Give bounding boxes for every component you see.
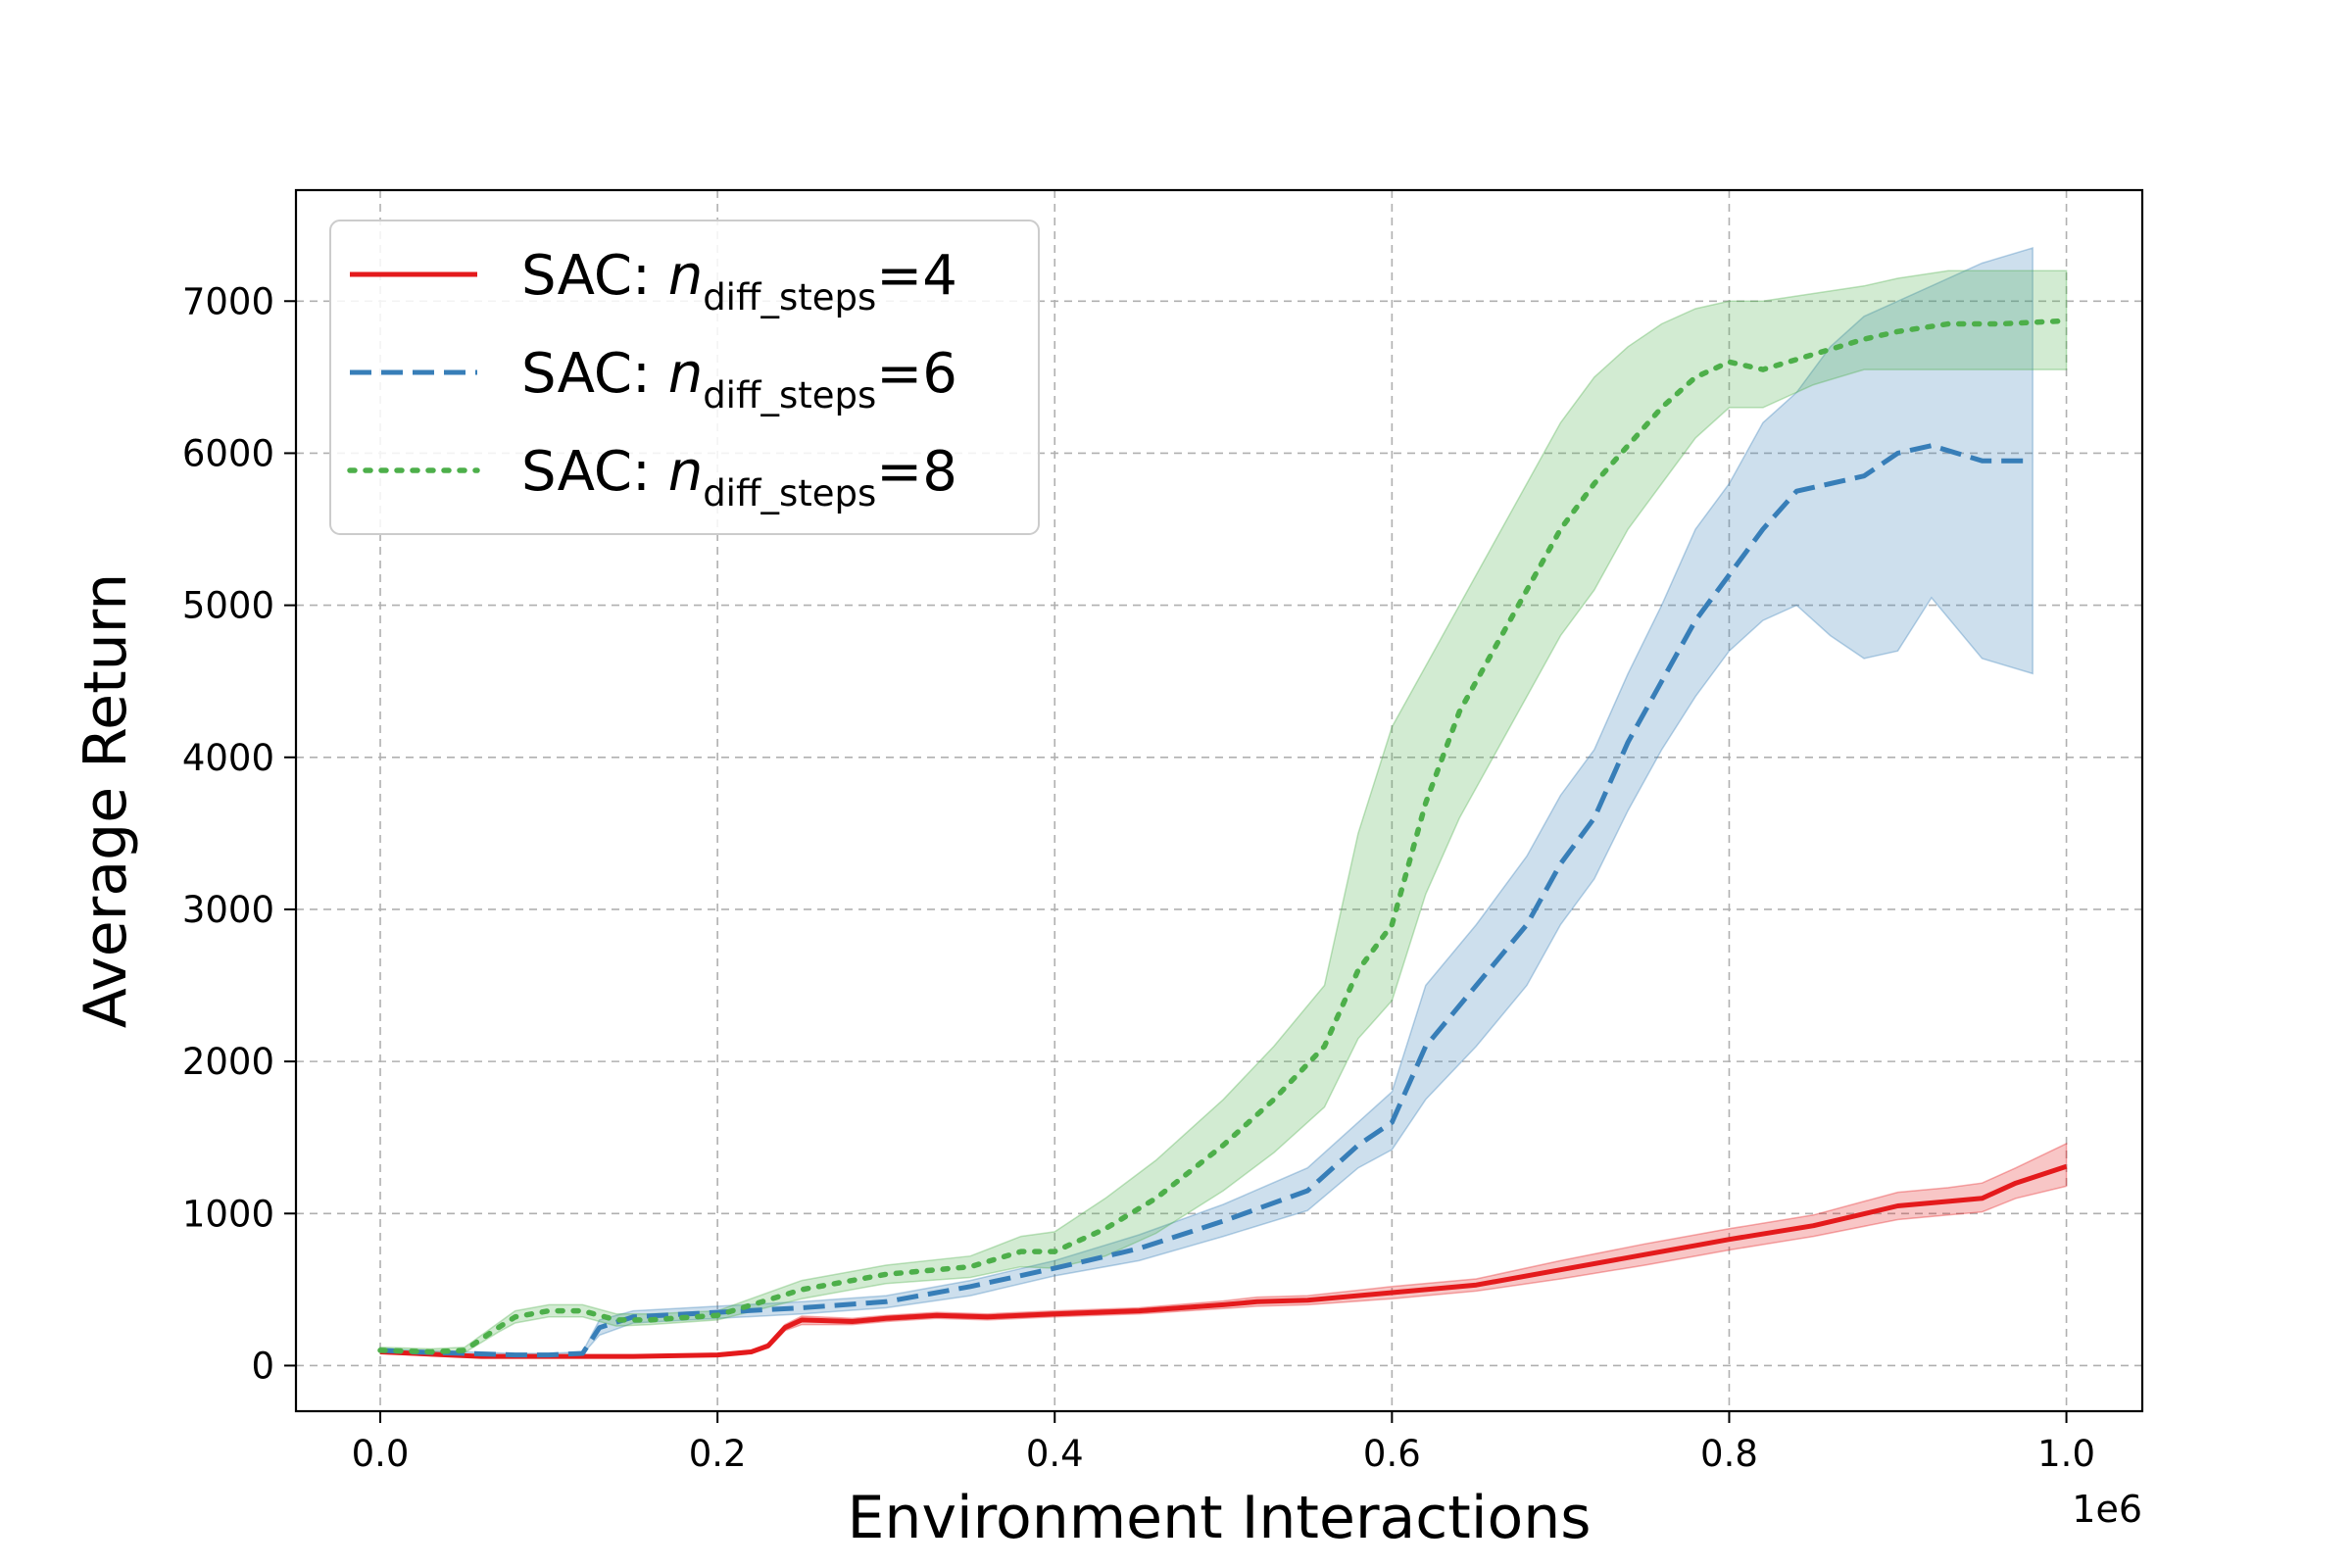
y-tick-label: 5000 [182, 585, 274, 627]
confidence-bands [379, 246, 2068, 1358]
legend-subscript: diff_steps [703, 472, 876, 514]
series-lines [377, 318, 2070, 1359]
x-tick-label: 0.6 [1363, 1433, 1421, 1475]
legend-suffix: =4 [876, 244, 957, 308]
legend-variable: n [668, 342, 704, 406]
legend-variable: n [668, 440, 704, 504]
legend-suffix: =8 [876, 440, 957, 504]
legend-prefix: SAC: [521, 440, 668, 504]
y-axis-ticks: 0 1000 2000 3000 4000 5000 6000 7000 [182, 280, 296, 1387]
x-axis-ticks: 0.0 0.2 0.4 0.6 0.8 1.0 [352, 1411, 2095, 1475]
y-tick-label: 0 [251, 1345, 274, 1387]
legend-prefix: SAC: [521, 342, 668, 406]
y-tick-label: 7000 [182, 280, 274, 322]
series-1-line [379, 1163, 2068, 1359]
legend-box [329, 220, 1040, 535]
legend-subscript: diff_steps [703, 374, 876, 416]
legend-label-3: SAC: ndiff_steps=8 [521, 440, 957, 514]
legend-label-1: SAC: ndiff_steps=4 [521, 244, 957, 318]
legend-prefix: SAC: [521, 244, 668, 308]
x-tick-label: 0.8 [1700, 1433, 1758, 1475]
series-3-band [379, 270, 2068, 1355]
y-tick-label: 4000 [182, 737, 274, 779]
y-tick-label: 3000 [182, 889, 274, 931]
x-tick-label: 0.2 [689, 1433, 747, 1475]
legend-suffix: =6 [876, 342, 957, 406]
grid-lines [296, 190, 2142, 1411]
x-axis-label: Environment Interactions [848, 1484, 1592, 1552]
legend-subscript: diff_steps [703, 276, 876, 318]
legend-variable: n [668, 244, 704, 308]
x-tick-label: 0.4 [1026, 1433, 1084, 1475]
x-offset-label: 1e6 [2072, 1488, 2142, 1531]
y-tick-label: 2000 [182, 1041, 274, 1083]
series-3-line [377, 318, 2070, 1355]
y-axis-label: Average Return [72, 573, 140, 1029]
y-tick-label: 1000 [182, 1193, 274, 1235]
series-2-line [379, 443, 2034, 1358]
y-tick-label: 6000 [182, 432, 274, 474]
plot-frame [294, 188, 2144, 1413]
series-2-band [379, 246, 2034, 1357]
legend-label-2: SAC: ndiff_steps=6 [521, 342, 957, 416]
series-1-band [379, 1142, 2068, 1358]
x-tick-label: 1.0 [2037, 1433, 2095, 1475]
x-tick-label: 0.0 [352, 1433, 410, 1475]
